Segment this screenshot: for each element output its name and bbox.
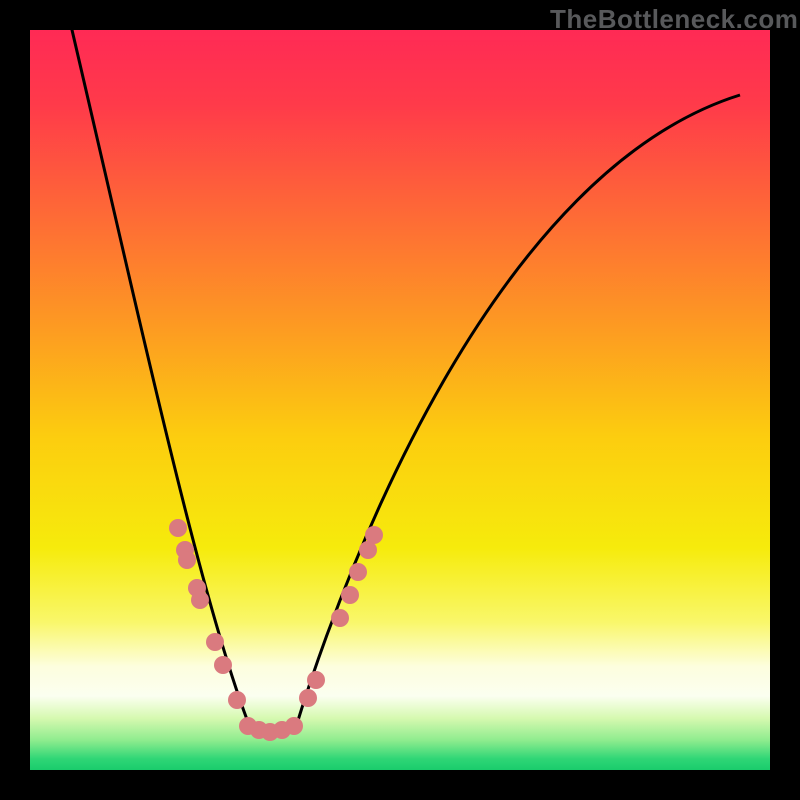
outer-frame: TheBottleneck.com xyxy=(0,0,800,800)
data-point-left xyxy=(214,656,232,674)
data-point-left xyxy=(228,691,246,709)
watermark-text: TheBottleneck.com xyxy=(550,4,798,35)
data-point-trough xyxy=(285,717,303,735)
data-point-right xyxy=(341,586,359,604)
data-point-right xyxy=(307,671,325,689)
data-point-right xyxy=(299,689,317,707)
data-point-left xyxy=(206,633,224,651)
curve-right xyxy=(295,95,740,730)
data-point-right xyxy=(331,609,349,627)
curve-left xyxy=(65,0,251,730)
data-point-right xyxy=(365,526,383,544)
data-point-left xyxy=(178,551,196,569)
data-point-left xyxy=(191,591,209,609)
data-point-right xyxy=(349,563,367,581)
chart-svg xyxy=(0,0,800,800)
data-point-left xyxy=(169,519,187,537)
